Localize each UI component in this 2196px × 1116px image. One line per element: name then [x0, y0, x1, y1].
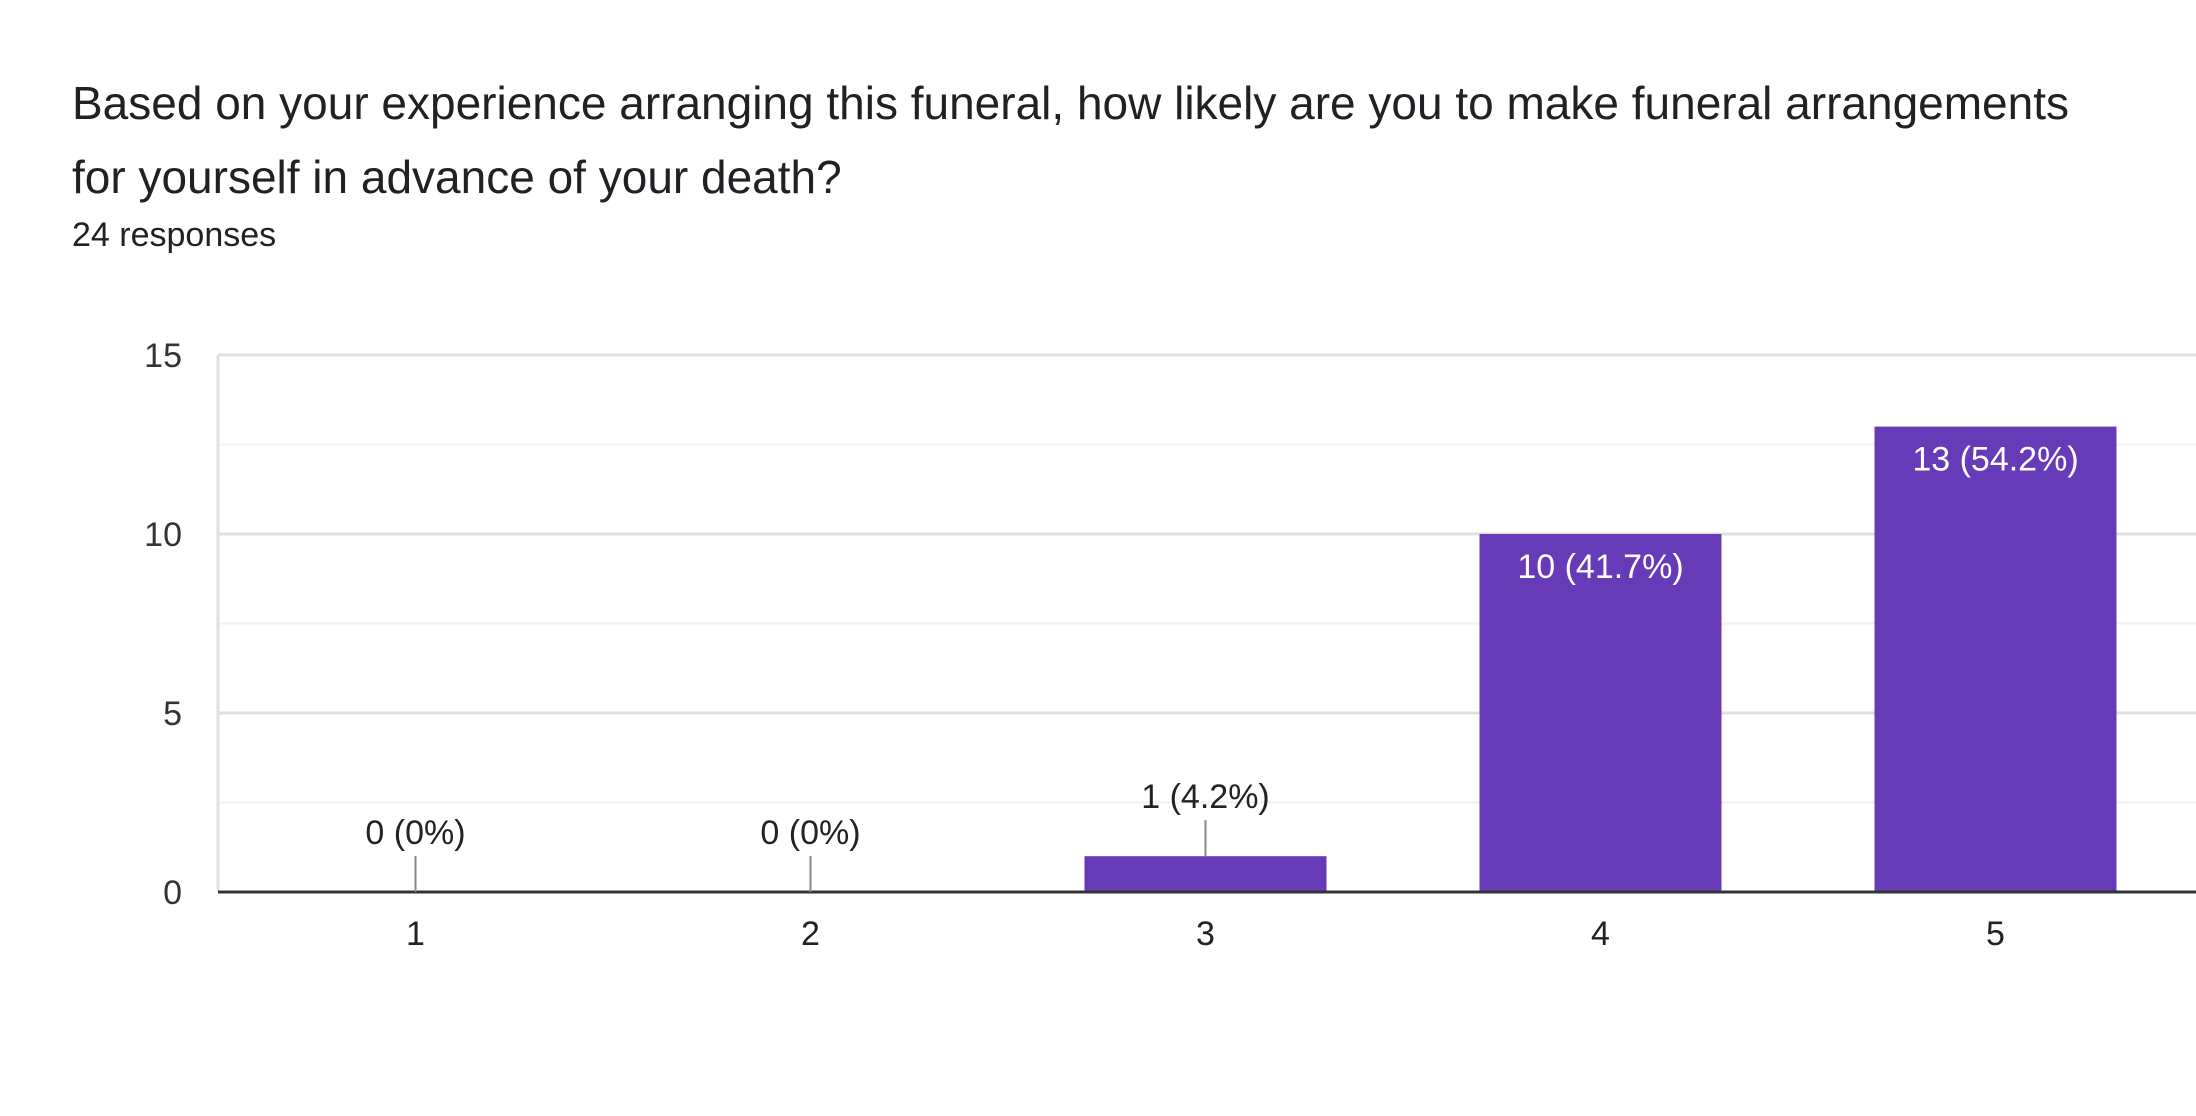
y-tick-label: 15 — [144, 337, 182, 375]
gridlines — [216, 353, 2196, 892]
x-axis-ticks: 1 2 3 4 5 — [406, 915, 2005, 953]
response-count: 24 responses — [72, 216, 277, 254]
bar — [1479, 534, 1722, 892]
y-tick-label: 0 — [163, 874, 182, 912]
x-tick-label: 1 — [406, 915, 425, 953]
y-axis-ticks: 0 5 10 15 — [144, 337, 182, 912]
bar — [1084, 856, 1327, 892]
x-tick-label: 3 — [1196, 915, 1215, 953]
y-tick-label: 5 — [163, 695, 182, 733]
x-tick-label: 5 — [1986, 915, 2005, 953]
data-label: 0 (0%) — [760, 814, 860, 852]
data-label: 1 (4.2%) — [1141, 778, 1270, 816]
data-label: 13 (54.2%) — [1912, 441, 2078, 479]
data-label: 0 (0%) — [365, 814, 465, 852]
question-title: Based on your experience arranging this … — [72, 77, 2070, 203]
x-tick-label: 2 — [801, 915, 820, 953]
data-labels: 0 (0%) 0 (0%) 1 (4.2%) 10 (41.7%) 13 (54.2%) — [365, 441, 2079, 892]
bars — [1084, 426, 2117, 892]
x-tick-label: 4 — [1591, 915, 1610, 953]
data-label: 10 (41.7%) — [1517, 548, 1683, 586]
bar — [1874, 426, 2117, 892]
y-tick-label: 10 — [144, 516, 182, 554]
